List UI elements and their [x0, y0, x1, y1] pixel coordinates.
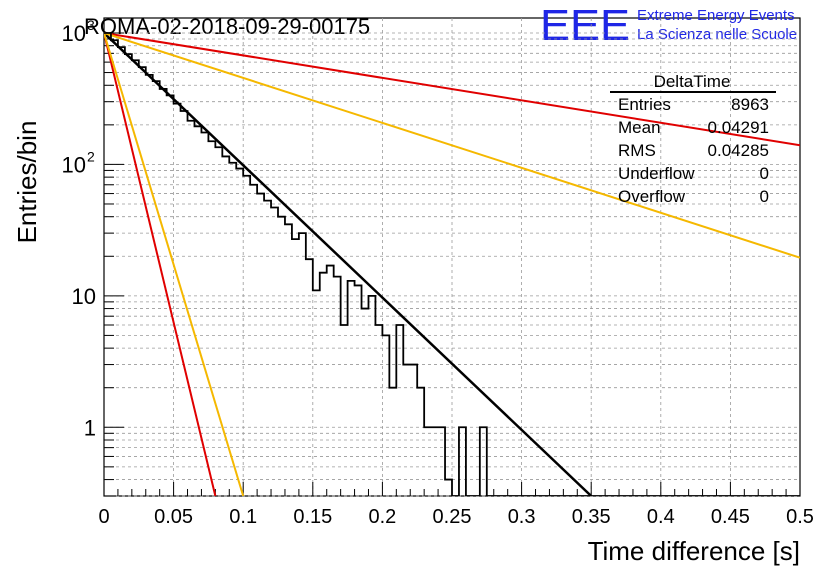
y-tick-label: 1: [84, 415, 96, 440]
x-tick-label: 0.1: [229, 506, 257, 528]
stats-title: DeltaTime: [654, 72, 731, 91]
x-tick-label: 0.25: [433, 506, 472, 528]
y-tick-label-exponent: 2: [87, 148, 95, 164]
stats-rows: Entries 8963 Mean 0.04291 RMS 0.04285 Underflo…: [618, 95, 769, 206]
run-title: ROMA-02-2018-09-29-00175: [84, 14, 370, 39]
x-tick-label: 0.45: [711, 506, 750, 528]
stats-row-value: 8963: [731, 95, 769, 114]
stats-row-value: 0.04285: [708, 141, 769, 160]
y-tick-label: 10: [62, 152, 86, 177]
histogram-outline: [104, 32, 800, 496]
stats-row-value: 0: [760, 187, 769, 206]
fit-line: [104, 31, 800, 147]
x-tick-label: 0.3: [508, 506, 536, 528]
y-tick-label-exponent: 3: [87, 17, 95, 33]
y-tick-label: 10: [62, 21, 86, 46]
y-tick-label: 10: [72, 284, 96, 309]
histogram: [104, 32, 800, 496]
x-tick-label: 0.05: [154, 506, 193, 528]
x-tick-label: 0.5: [786, 506, 814, 528]
stats-row-label: Mean: [618, 118, 661, 137]
logo-line1: Extreme Energy Events: [637, 7, 795, 24]
logo-eee: EEE: [540, 1, 630, 50]
stats-row-label: RMS: [618, 141, 656, 160]
stats-row-value: 0.04291: [708, 118, 769, 137]
stats-row-label: Entries: [618, 95, 671, 114]
x-axis-label: Time difference [s]: [588, 536, 800, 566]
x-tick-label: 0.15: [293, 506, 332, 528]
stats-row-label: Underflow: [618, 164, 695, 183]
stats-box: DeltaTime Entries 8963 Mean 0.04291 RMS 0.042…: [610, 72, 776, 206]
y-axis-label: Entries/bin: [12, 121, 42, 244]
tick-labels: 0 0.05 0.1 0.15 0.2 0.25 0.3 0.35 0.4 0.45 0.5 1 10 1…: [62, 17, 814, 528]
x-tick-label: 0.35: [572, 506, 611, 528]
stats-row-label: Overflow: [618, 187, 686, 206]
grid: [104, 18, 800, 497]
x-tick-label: 0.2: [368, 506, 396, 528]
x-tick-label: 0.4: [647, 506, 675, 528]
stats-row-value: 0: [760, 164, 769, 183]
fit-line: [104, 32, 800, 259]
fit-line: [104, 32, 245, 496]
fit-line: [104, 32, 217, 496]
fit-line: [104, 32, 593, 496]
logo-line2: La Scienza nelle Scuole: [637, 26, 797, 43]
x-tick-label: 0: [98, 506, 109, 528]
